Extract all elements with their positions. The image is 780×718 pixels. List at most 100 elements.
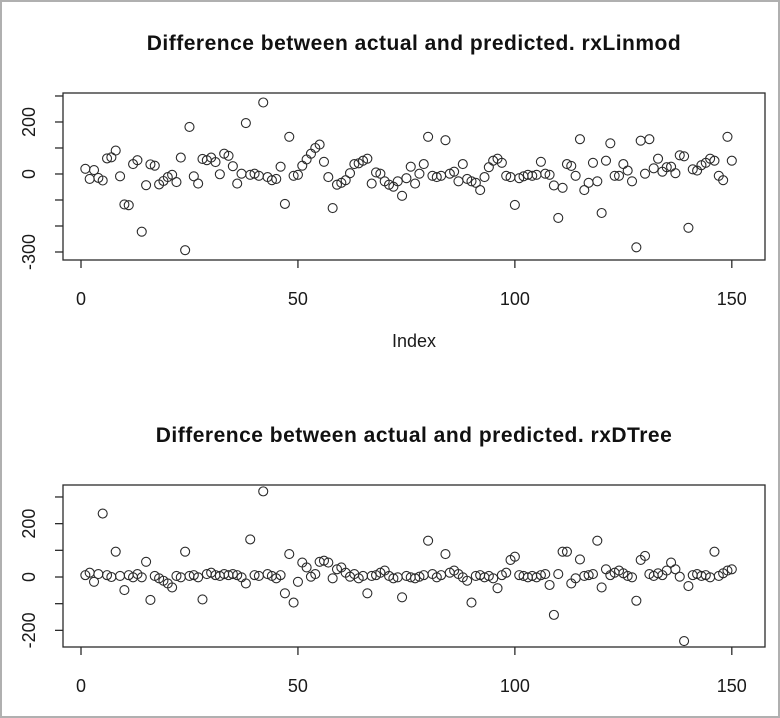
data-point xyxy=(557,546,568,557)
data-point xyxy=(167,169,178,180)
data-point xyxy=(466,176,477,187)
data-point xyxy=(540,569,551,580)
data-point xyxy=(323,172,334,183)
data-point xyxy=(193,178,204,189)
data-point xyxy=(544,579,555,591)
data-point xyxy=(574,134,586,145)
data-point xyxy=(288,170,299,181)
data-point xyxy=(553,212,564,223)
x-axis-tick-label: 100 xyxy=(500,289,530,309)
data-point xyxy=(687,164,698,175)
data-point xyxy=(566,160,577,171)
data-point xyxy=(145,594,156,605)
data-point xyxy=(726,564,737,575)
data-point xyxy=(236,168,247,179)
data-point xyxy=(670,168,681,179)
data-point xyxy=(314,139,325,150)
data-point xyxy=(535,156,546,167)
data-point xyxy=(149,160,160,171)
x-axis-tick-label: 50 xyxy=(288,676,308,696)
data-point xyxy=(722,131,733,142)
y-axis-tick-label: 200 xyxy=(19,107,39,137)
data-point xyxy=(570,170,581,181)
data-point xyxy=(613,170,625,181)
data-point xyxy=(362,153,373,164)
data-point xyxy=(266,175,277,186)
data-point xyxy=(626,572,638,583)
data-point xyxy=(167,582,178,593)
data-point xyxy=(574,554,586,565)
data-point xyxy=(93,569,104,580)
data-point xyxy=(292,576,303,587)
data-point xyxy=(119,199,130,210)
data-point xyxy=(600,155,612,166)
data-point xyxy=(275,161,286,172)
data-point xyxy=(110,145,121,156)
y-axis-tick-label: 0 xyxy=(19,169,39,179)
data-point xyxy=(674,571,685,582)
data-point xyxy=(310,569,321,580)
data-point xyxy=(440,135,451,146)
data-point xyxy=(583,177,594,188)
data-point xyxy=(327,573,338,584)
data-point xyxy=(405,161,416,172)
data-point xyxy=(331,564,343,575)
data-point xyxy=(227,161,238,172)
data-point xyxy=(284,549,295,560)
data-point xyxy=(249,570,260,581)
data-point xyxy=(318,555,330,566)
data-point xyxy=(423,131,434,142)
data-point xyxy=(84,173,95,184)
y-axis-tick-label: -200 xyxy=(19,612,39,648)
data-point xyxy=(288,597,299,608)
data-point xyxy=(279,588,290,599)
x-axis-tick-label: 150 xyxy=(717,676,747,696)
data-point xyxy=(679,151,690,162)
data-point xyxy=(462,575,473,586)
data-point xyxy=(726,155,737,166)
data-point xyxy=(410,573,421,584)
data-point xyxy=(414,571,425,582)
data-point xyxy=(583,570,594,581)
data-point xyxy=(718,175,729,186)
data-point xyxy=(214,169,225,180)
chart-title-rxdtree: Difference between actual and predicted.… xyxy=(156,424,673,447)
data-point xyxy=(600,564,612,575)
data-point xyxy=(388,573,399,584)
chart-title-rxlinmod: Difference between actual and predicted.… xyxy=(147,32,681,55)
data-point xyxy=(683,581,694,592)
data-point xyxy=(544,169,555,180)
data-point xyxy=(279,198,290,209)
plot-box xyxy=(62,92,766,261)
data-point xyxy=(245,534,256,545)
data-point xyxy=(223,150,234,161)
data-point xyxy=(670,564,681,575)
data-point xyxy=(592,176,603,187)
data-point xyxy=(622,570,633,581)
data-point xyxy=(323,557,334,568)
data-point xyxy=(548,609,559,620)
data-point xyxy=(284,131,295,142)
data-point xyxy=(496,157,507,168)
data-point xyxy=(639,550,651,561)
data-point xyxy=(370,167,382,178)
data-point xyxy=(587,569,599,580)
data-point xyxy=(88,165,100,176)
data-point xyxy=(440,549,451,560)
data-point xyxy=(97,508,108,519)
data-point xyxy=(258,486,269,497)
data-point xyxy=(88,576,100,587)
data-point xyxy=(301,562,312,573)
data-point xyxy=(141,556,152,567)
y-axis-tick-label: -300 xyxy=(19,234,39,270)
data-point xyxy=(397,592,408,603)
data-point xyxy=(297,160,308,171)
plot-area-rxlinmod: 0 50 100 150 200 0 -300 xyxy=(19,92,766,309)
data-point xyxy=(136,572,147,583)
data-point xyxy=(618,159,629,170)
data-point xyxy=(653,153,664,164)
data-point xyxy=(453,176,464,187)
data-point xyxy=(509,199,520,210)
data-point xyxy=(210,156,221,168)
data-point xyxy=(631,595,642,606)
